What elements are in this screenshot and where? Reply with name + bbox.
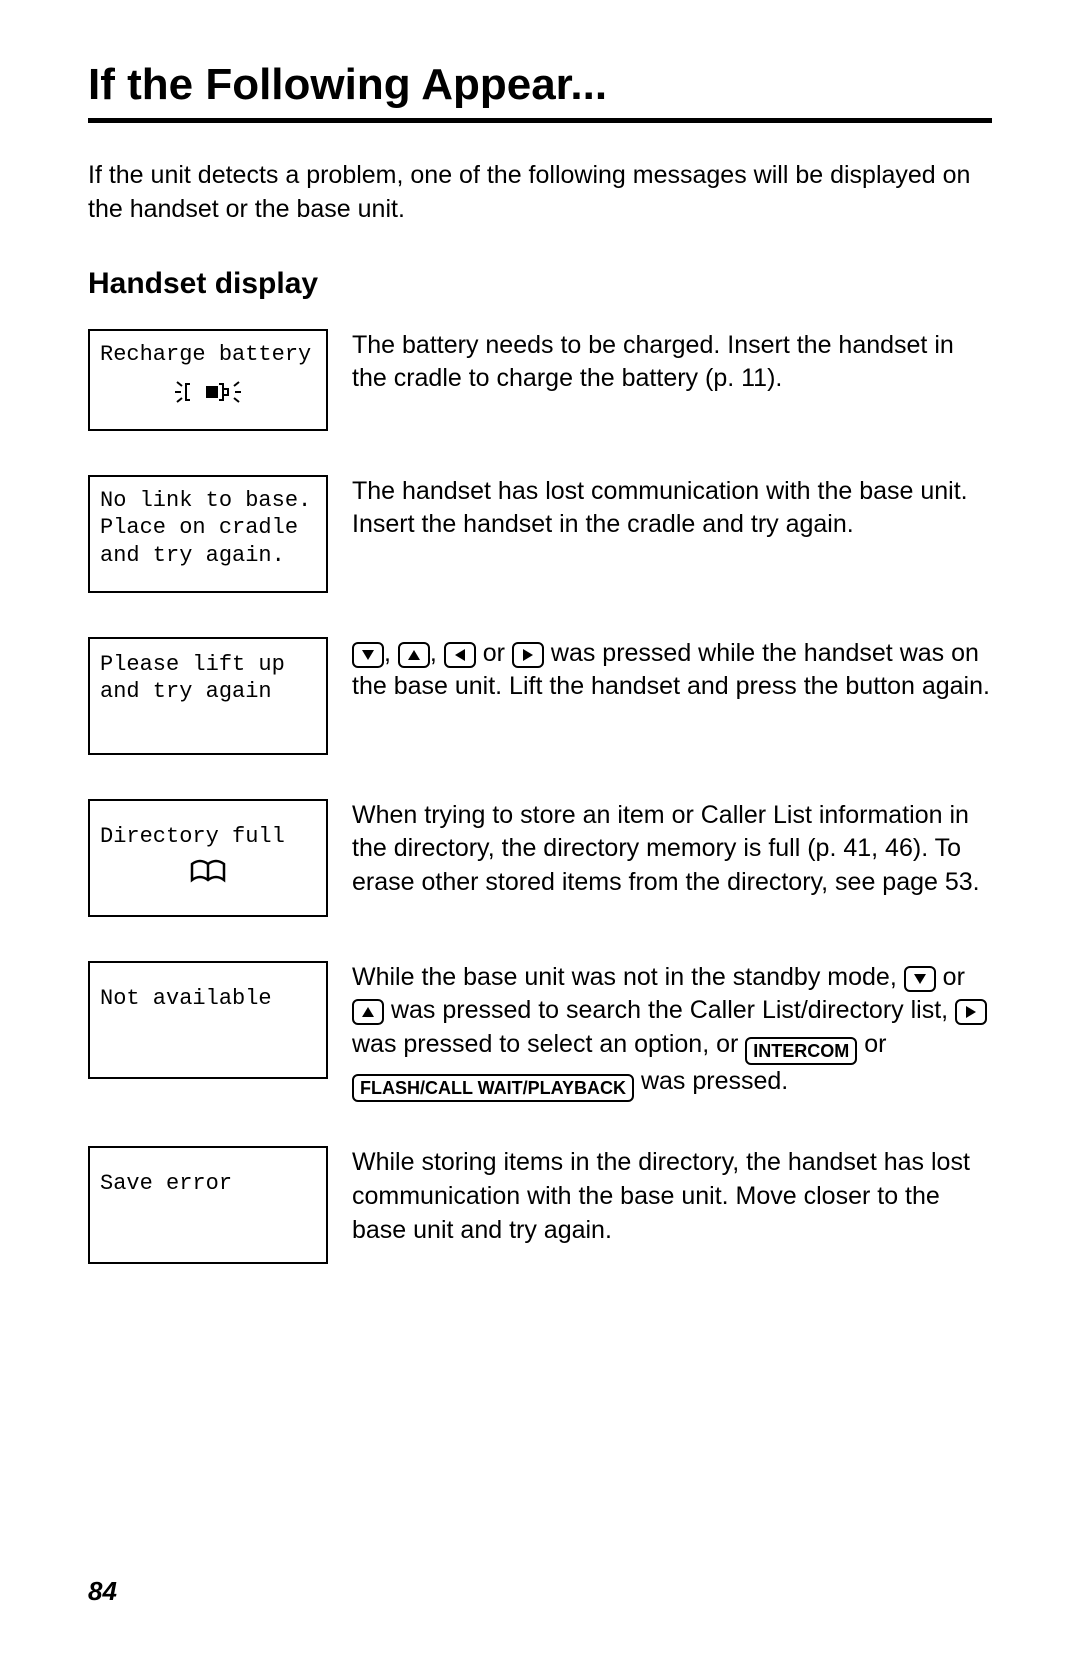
message-row: Recharge battery The battery needs to be…: [88, 329, 992, 431]
message-description: The battery needs to be charged. Insert …: [352, 329, 992, 397]
display-text: Recharge battery: [100, 341, 316, 369]
title-rule: [88, 118, 992, 123]
display-text: Save error: [100, 1170, 316, 1198]
up-arrow-key: [398, 642, 430, 668]
handset-display: No link to base. Place on cradle and try…: [88, 475, 328, 593]
message-description: When trying to store an item or Caller L…: [352, 799, 992, 900]
message-row: Save error While storing items in the dir…: [88, 1146, 992, 1264]
page-title: If the Following Appear...: [88, 60, 992, 110]
key-intercom: INTERCOM: [745, 1037, 857, 1065]
handset-display: Directory full: [88, 799, 328, 917]
intro-text: If the unit detects a problem, one of th…: [88, 159, 992, 227]
display-text: Please lift up and try again: [100, 651, 316, 706]
message-row: Directory full When trying to store an i…: [88, 799, 992, 917]
message-description: While the base unit was not in the stand…: [352, 961, 992, 1103]
handset-display: Please lift up and try again: [88, 637, 328, 755]
battery-low-icon: [100, 372, 316, 421]
display-text: Not available: [100, 985, 316, 1013]
right-arrow-key: [512, 642, 544, 668]
message-description: , , or was pressed while the handset was…: [352, 637, 992, 705]
handset-display: Save error: [88, 1146, 328, 1264]
key-flash-call-wait-playback: FLASH/CALL WAIT/PLAYBACK: [352, 1074, 634, 1102]
message-row: No link to base. Place on cradle and try…: [88, 475, 992, 593]
message-row: Please lift up and try again , , or was p…: [88, 637, 992, 755]
directory-book-icon: [100, 858, 316, 895]
display-text: Directory full: [100, 823, 316, 851]
right-arrow-key: [955, 999, 987, 1025]
left-arrow-key: [444, 642, 476, 668]
message-rows: Recharge battery The battery needs to be…: [88, 329, 992, 1265]
up-arrow-key: [352, 999, 384, 1025]
handset-display: Not available: [88, 961, 328, 1079]
handset-display: Recharge battery: [88, 329, 328, 431]
down-arrow-key: [904, 966, 936, 992]
section-heading: Handset display: [88, 267, 992, 301]
message-description: While storing items in the directory, th…: [352, 1146, 992, 1247]
page-number: 84: [88, 1576, 117, 1607]
message-row: Not available While the base unit was not…: [88, 961, 992, 1103]
down-arrow-key: [352, 642, 384, 668]
message-description: The handset has lost communication with …: [352, 475, 992, 543]
display-text: No link to base. Place on cradle and try…: [100, 487, 316, 570]
